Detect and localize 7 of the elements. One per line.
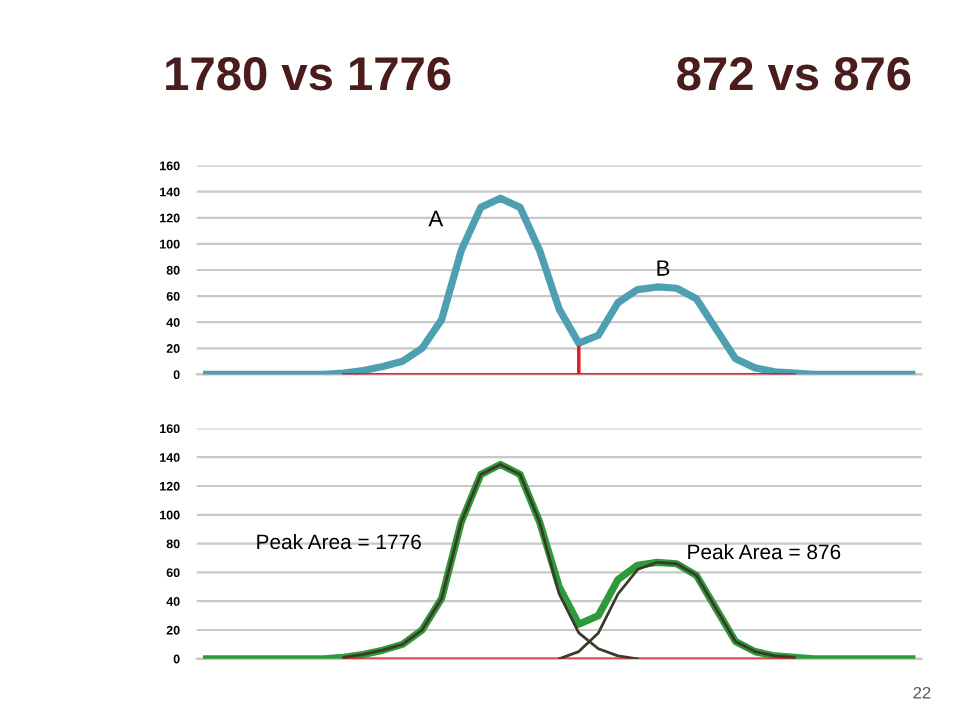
chart-title: 1780 vs 1776 (166, 57, 451, 91)
annotation: B (657, 260, 670, 276)
text: 22 (913, 686, 931, 699)
chart-subtitle: 872 vs 876 (677, 57, 911, 91)
annotation: Peak Area = 876 (688, 543, 841, 560)
annotation: A (428, 210, 444, 227)
annotation: Peak Area = 1776 (257, 533, 421, 550)
